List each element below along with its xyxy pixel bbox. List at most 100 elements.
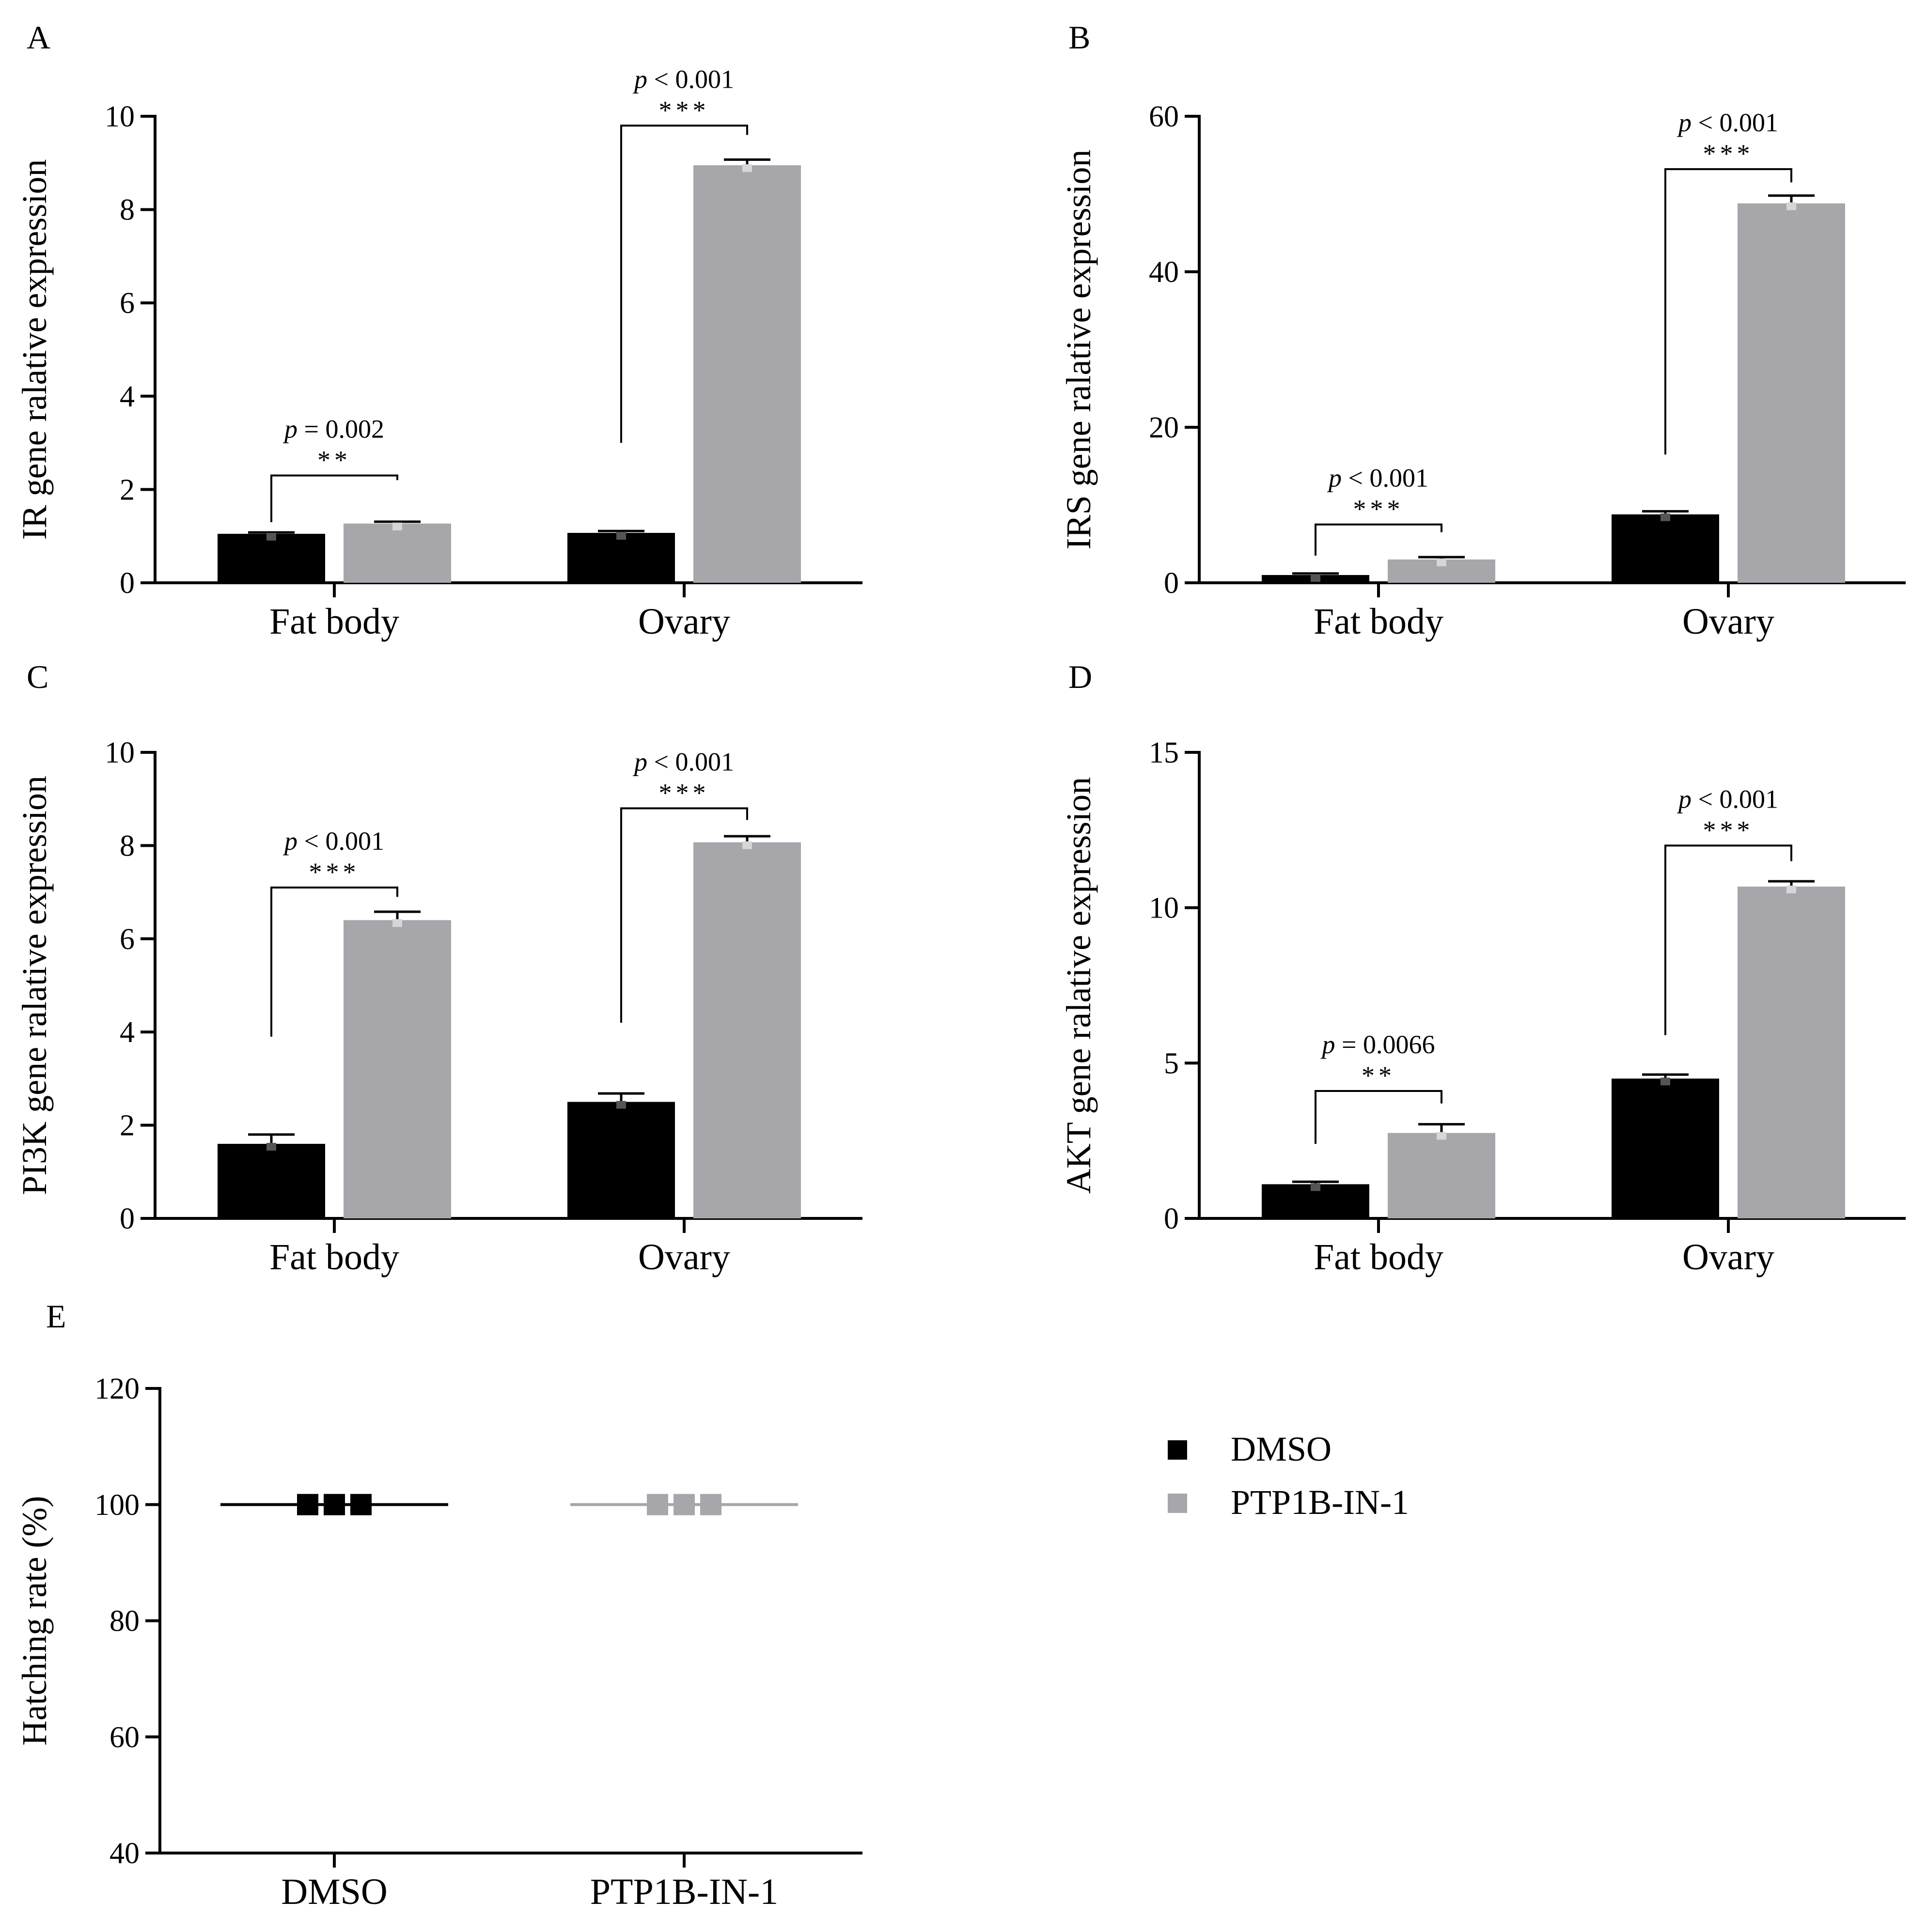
x-category-label: DMSO: [281, 1871, 388, 1912]
y-tick-label: 4: [120, 380, 135, 413]
legend-swatch-dmso: [1168, 1440, 1187, 1460]
data-point: [1437, 558, 1446, 566]
data-point: [1311, 574, 1320, 582]
bar-dmso: [567, 532, 675, 583]
legend-label: PTP1B-IN-1: [1231, 1483, 1409, 1522]
panel-letter: C: [27, 658, 48, 695]
significance-bracket: [620, 807, 748, 1023]
legend: DMSO PTP1B-IN-1: [1168, 1430, 1409, 1522]
p-value-text: < 0.001: [647, 64, 734, 93]
y-tick-label: 60: [110, 1721, 140, 1754]
data-point-ptp1b: [674, 1494, 695, 1515]
y-axis-title: IRS gene ralative expression: [1059, 150, 1098, 550]
panel-letter: E: [46, 1298, 66, 1335]
y-tick-label: 10: [1149, 892, 1179, 925]
x-category-label: Fat body: [1314, 601, 1443, 642]
data-point-dmso: [324, 1494, 345, 1515]
y-tick-label: 100: [94, 1489, 140, 1522]
x-category-label: Ovary: [1682, 601, 1774, 642]
bar-dmso: [1612, 514, 1719, 583]
p-value-text: < 0.001: [1692, 784, 1778, 813]
legend-swatch-ptp1b: [1168, 1494, 1187, 1513]
p-value-text: < 0.001: [1692, 108, 1778, 137]
y-tick-label: 5: [1164, 1047, 1179, 1080]
data-point: [616, 531, 626, 540]
p-value-text: < 0.001: [1342, 464, 1428, 493]
data-point-dmso: [297, 1494, 318, 1515]
legend-label: DMSO: [1231, 1430, 1332, 1468]
data-point-ptp1b: [647, 1494, 668, 1515]
p-value-label: p < 0.001: [1676, 108, 1778, 137]
y-tick-label: 10: [105, 736, 135, 769]
data-point: [1786, 202, 1796, 210]
data-point: [392, 522, 402, 530]
y-tick-label: 0: [1164, 1202, 1179, 1235]
y-tick-label: 40: [110, 1837, 140, 1870]
significance-stars: ***: [1703, 139, 1754, 168]
p-value-text: < 0.001: [647, 747, 734, 776]
p-value-text: = 0.0066: [1335, 1030, 1435, 1059]
y-tick-label: 40: [1149, 256, 1179, 289]
panel-d: D 0 5 10 15 AKT gene ralative expression Fat b…: [1059, 658, 1906, 1278]
data-point: [616, 1101, 626, 1109]
data-point: [742, 841, 752, 849]
y-tick-label: 60: [1149, 100, 1179, 133]
significance-bracket: [270, 886, 398, 1037]
data-point: [1311, 1183, 1320, 1191]
p-value-text: < 0.001: [298, 826, 384, 856]
p-value-label: p < 0.001: [1676, 784, 1778, 813]
data-point: [392, 919, 402, 927]
y-axis-title: AKT gene ralative expression: [1059, 777, 1098, 1194]
p-value-symbol: p: [282, 826, 298, 856]
y-axis-title: Hatching rate (%): [15, 1496, 54, 1746]
y-tick-label: 8: [120, 829, 135, 862]
panel-a: A 0 2 4 6 8 10 IR gene ralative expression Fat b…: [15, 19, 862, 642]
significance-stars: ***: [1703, 815, 1754, 844]
significance-bracket: [1315, 1090, 1442, 1144]
bar-dmso: [567, 1102, 675, 1218]
y-tick-label: 10: [105, 100, 135, 133]
significance-stars: ***: [659, 778, 710, 807]
x-category-label: Fat body: [1314, 1237, 1443, 1278]
bar-dmso: [218, 1144, 325, 1218]
bar-ptp1b: [1738, 203, 1845, 583]
p-value-symbol: p: [1676, 784, 1692, 813]
significance-stars: ***: [309, 857, 360, 887]
bar-ptp1b: [1388, 1133, 1495, 1218]
data-point: [1437, 1132, 1446, 1140]
x-category-label: Fat body: [269, 601, 399, 642]
p-value-symbol: p: [1327, 464, 1342, 493]
p-value-label: p < 0.001: [632, 747, 734, 776]
data-point-ptp1b: [700, 1494, 721, 1515]
bar-ptp1b: [693, 165, 801, 583]
y-tick-label: 4: [120, 1016, 135, 1049]
significance-bracket: [1664, 844, 1792, 1035]
significance-stars: ***: [659, 95, 710, 125]
bar-dmso: [218, 533, 325, 583]
p-value-text: = 0.002: [298, 415, 384, 444]
data-point: [1661, 513, 1670, 521]
y-tick-label: 2: [120, 1109, 135, 1142]
y-tick-label: 2: [120, 473, 135, 506]
significance-bracket: [270, 474, 398, 522]
x-category-label: Ovary: [638, 601, 730, 642]
y-tick-label: 6: [120, 923, 135, 956]
significance-stars: **: [1362, 1061, 1395, 1090]
y-tick-label: 120: [94, 1372, 140, 1405]
y-tick-label: 8: [120, 194, 135, 227]
data-point: [742, 164, 752, 172]
bar-ptp1b: [344, 523, 451, 583]
p-value-label: p < 0.001: [1327, 464, 1428, 493]
panel-e: E 40 60 80 100 120 Hatching rate (%) DMSO PTP1B-…: [15, 1298, 862, 1912]
x-category-label: Ovary: [1682, 1237, 1774, 1278]
p-value-label: p = 0.0066: [1320, 1030, 1435, 1059]
panel-b: B 0 20 40 60 IRS gene ralative expression Fat …: [1059, 19, 1906, 642]
p-value-symbol: p: [632, 64, 647, 93]
bar-ptp1b: [1738, 887, 1845, 1218]
y-tick-label: 15: [1149, 736, 1179, 769]
p-value-label: p < 0.001: [282, 826, 384, 856]
data-point: [266, 1143, 276, 1151]
y-tick-label: 0: [120, 567, 135, 600]
y-axis-title: IR gene ralative expression: [15, 159, 54, 540]
